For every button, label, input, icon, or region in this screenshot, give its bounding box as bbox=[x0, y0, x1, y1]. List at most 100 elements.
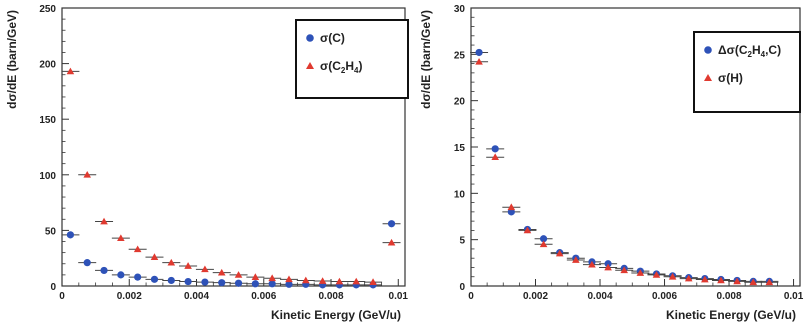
legend: Δσ(C2H4,C) σ(H) bbox=[693, 31, 801, 113]
legend-label-part: σ(C bbox=[320, 59, 341, 73]
data-point bbox=[134, 273, 142, 281]
y-tick-label: 15 bbox=[454, 143, 466, 154]
data-point bbox=[100, 266, 108, 275]
data-point bbox=[201, 265, 209, 273]
legend: σ(C)σ(C2H4) bbox=[295, 19, 409, 99]
data-point bbox=[83, 171, 92, 178]
data-point bbox=[636, 269, 645, 276]
legend-frame bbox=[693, 31, 801, 113]
legend-label-part: H bbox=[345, 59, 354, 73]
data-point bbox=[184, 262, 192, 269]
data-point bbox=[475, 48, 483, 57]
data-point bbox=[251, 273, 260, 280]
y-tick-label: 150 bbox=[39, 115, 56, 126]
data-point bbox=[285, 280, 293, 288]
chart-panel-1: 0 50 100 150 200 250 0 0.002 0.004 0.006 0.008 0.01… bbox=[5, 4, 409, 322]
data-point bbox=[620, 266, 629, 274]
legend-label-part: ,C) bbox=[765, 43, 781, 57]
legend-label-part: 4 bbox=[761, 50, 766, 59]
legend-label-part: ) bbox=[358, 59, 362, 73]
legend-label-part: H bbox=[752, 43, 761, 57]
data-point bbox=[369, 278, 377, 285]
legend-label-part: 2 bbox=[748, 50, 753, 59]
data-point bbox=[184, 277, 192, 286]
y-tick-label: 50 bbox=[45, 226, 57, 237]
legend-label: σ(C) bbox=[320, 31, 345, 45]
data-point bbox=[268, 280, 276, 288]
data-point bbox=[733, 277, 741, 285]
data-point bbox=[387, 238, 396, 246]
data-point bbox=[765, 278, 774, 286]
y-tick-label: 20 bbox=[454, 97, 466, 108]
data-point bbox=[555, 249, 564, 257]
x-axis-title: Kinetic Energy (GeV/u) bbox=[271, 308, 401, 322]
legend-marker-circle bbox=[306, 34, 314, 42]
x-tick-label: 0.008 bbox=[717, 291, 742, 302]
y-tick-label: 0 bbox=[459, 282, 465, 293]
x-tick-label: 0.004 bbox=[588, 291, 613, 302]
x-tick-label: 0 bbox=[468, 291, 474, 302]
data-point bbox=[387, 220, 396, 228]
x-tick-label: 0.008 bbox=[319, 291, 344, 302]
data-point bbox=[218, 279, 226, 287]
x-tick-label: 0.006 bbox=[652, 291, 677, 302]
legend-marker-triangle bbox=[306, 62, 314, 69]
x-tick-label: 0.006 bbox=[251, 291, 276, 302]
data-point bbox=[83, 259, 91, 267]
x-tick-label: 0 bbox=[59, 291, 65, 302]
series-2 bbox=[470, 57, 779, 286]
data-point bbox=[234, 279, 243, 287]
y-tick-label: 10 bbox=[454, 189, 466, 200]
data-point bbox=[217, 268, 226, 276]
y-tick-label: 0 bbox=[50, 282, 56, 293]
data-point bbox=[167, 276, 175, 285]
data-point bbox=[117, 271, 125, 279]
data-point bbox=[717, 276, 725, 284]
data-point bbox=[285, 275, 293, 283]
y-axis-title: dσ/dE (barn/GeV) bbox=[5, 10, 19, 109]
legend-frame bbox=[295, 19, 409, 99]
data-point bbox=[117, 234, 125, 242]
y-tick-label: 30 bbox=[454, 4, 466, 15]
data-point bbox=[668, 272, 677, 280]
series-2 bbox=[61, 67, 401, 285]
data-point bbox=[66, 231, 75, 239]
data-point bbox=[491, 145, 499, 153]
data-point bbox=[352, 277, 361, 285]
data-point bbox=[150, 275, 159, 283]
y-axis-title: dσ/dE (barn/GeV) bbox=[419, 10, 433, 109]
data-point bbox=[652, 271, 661, 278]
data-point bbox=[150, 253, 159, 260]
legend-label-part: 2 bbox=[341, 66, 346, 75]
x-tick-label: 0.01 bbox=[784, 291, 804, 302]
data-point bbox=[539, 240, 548, 248]
y-tick-label: 25 bbox=[454, 50, 466, 61]
data-point bbox=[335, 277, 344, 285]
x-tick-label: 0.004 bbox=[184, 291, 209, 302]
data-point bbox=[201, 278, 209, 286]
x-tick-label: 0.002 bbox=[117, 291, 142, 302]
legend-label: σ(H) bbox=[718, 71, 743, 85]
data-point bbox=[133, 245, 142, 253]
y-tick-label: 250 bbox=[39, 4, 56, 15]
data-point bbox=[701, 275, 709, 283]
legend-label: σ(C2H4) bbox=[320, 59, 362, 75]
legend-marker-triangle bbox=[704, 74, 712, 81]
x-axis-title: Kinetic Energy (GeV/u) bbox=[666, 308, 796, 322]
data-point bbox=[167, 258, 176, 266]
chart-panel-2: 0 5 10 15 20 25 30 0 0.002 0.004 0.006 0.008 0.01 Kin… bbox=[419, 4, 804, 322]
data-point bbox=[234, 271, 243, 278]
y-tick-label: 100 bbox=[39, 171, 56, 182]
data-point bbox=[268, 274, 276, 282]
data-point bbox=[318, 277, 327, 284]
data-point bbox=[539, 235, 548, 243]
legend-marker-circle bbox=[704, 46, 712, 54]
data-point bbox=[100, 217, 108, 225]
data-point bbox=[251, 280, 259, 288]
data-point bbox=[491, 153, 499, 161]
y-tick-label: 200 bbox=[39, 60, 56, 71]
data-point bbox=[301, 276, 310, 284]
data-point bbox=[572, 256, 580, 263]
data-point bbox=[66, 67, 75, 75]
legend-label-part: Δσ(C bbox=[718, 43, 748, 57]
